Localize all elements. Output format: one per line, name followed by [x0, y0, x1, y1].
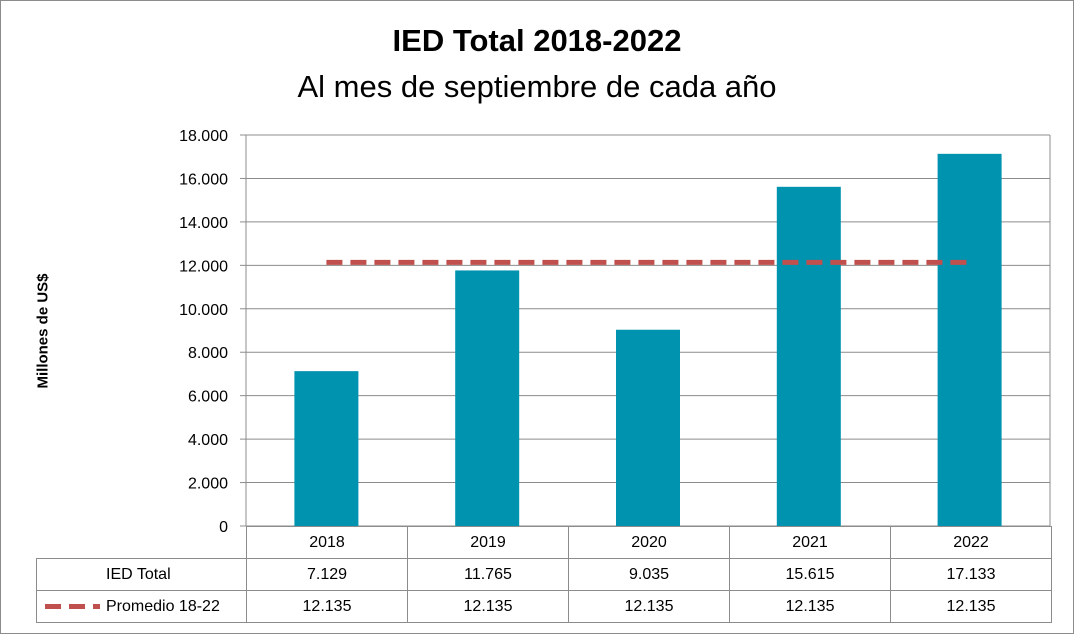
chart-title: IED Total 2018-2022	[392, 23, 682, 58]
data-label: 9.035	[568, 558, 730, 591]
y-tick-label: 18.000	[179, 128, 228, 145]
legend-label: Promedio 18-22	[106, 597, 220, 615]
legend-swatch-bar	[45, 569, 100, 579]
category-label: 2020	[568, 526, 730, 559]
data-table-header-row: 2018 2019 2020 2021 2022	[36, 526, 1052, 559]
legend-entry-promedio: Promedio 18-22	[36, 590, 247, 623]
legend-label: IED Total	[106, 565, 171, 583]
legend-entry-ied-total: IED Total	[36, 558, 247, 591]
category-label: 2019	[407, 526, 569, 559]
y-tick-label: 6.000	[188, 389, 228, 406]
data-label: 17.133	[890, 558, 1052, 591]
y-tick-label: 14.000	[179, 215, 228, 232]
y-tick-label: 4.000	[188, 432, 228, 449]
data-label: 12.135	[568, 590, 730, 623]
data-label: 7.129	[246, 558, 408, 591]
data-table-row-promedio: Promedio 18-22 12.135 12.135 12.135 12.1…	[36, 590, 1052, 623]
y-tick-label: 16.000	[179, 171, 228, 188]
data-label: 12.135	[729, 590, 891, 623]
y-tick-label: 8.000	[188, 345, 228, 362]
y-tick-label: 2.000	[188, 476, 228, 493]
legend-swatch-dashed-line	[45, 603, 100, 609]
y-tick-label: 10.000	[179, 302, 228, 319]
y-tick-label: 12.000	[179, 258, 228, 275]
data-label: 12.135	[890, 590, 1052, 623]
category-label: 2018	[246, 526, 408, 559]
data-label: 12.135	[407, 590, 569, 623]
data-label: 12.135	[246, 590, 408, 623]
bar	[616, 329, 680, 526]
bar	[776, 186, 841, 526]
data-table-corner	[36, 526, 247, 559]
bar	[294, 371, 359, 526]
chart-subtitle: Al mes de septiembre de cada año	[297, 69, 777, 104]
category-label: 2022	[890, 526, 1052, 559]
data-table-row-ied-total: IED Total 7.129 11.765 9.035 15.615 17.1…	[36, 558, 1052, 591]
category-label: 2021	[729, 526, 891, 559]
bar	[455, 270, 520, 526]
data-label: 15.615	[729, 558, 891, 591]
bar	[937, 153, 1002, 526]
data-table: 2018 2019 2020 2021 2022 IED Total 7.129…	[36, 526, 1052, 623]
data-label: 11.765	[407, 558, 569, 591]
